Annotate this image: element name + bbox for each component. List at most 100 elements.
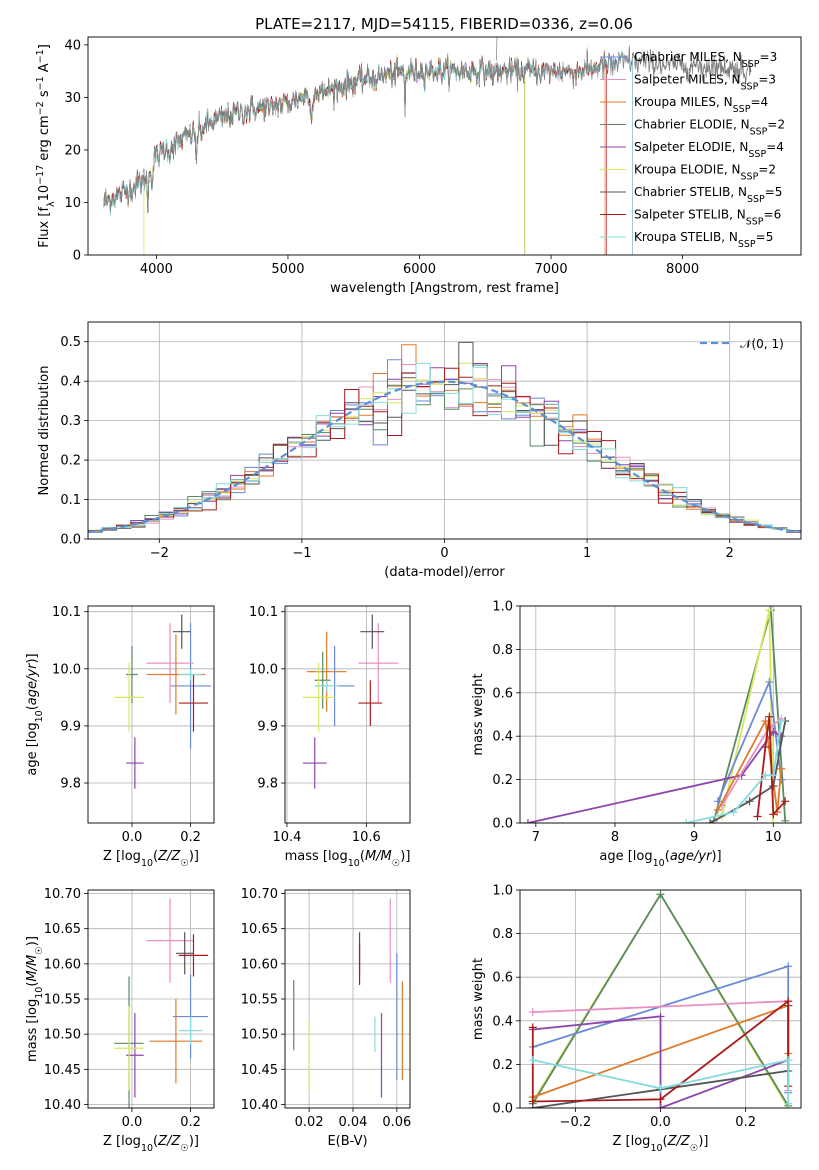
x-tick-label: 0.04 xyxy=(339,1115,368,1130)
y-tick-label: 10.40 xyxy=(241,1098,278,1113)
x-axis-label: age [log10(age/yr)] xyxy=(599,849,721,869)
x-tick-label: −2 xyxy=(150,546,169,561)
errorbar-point xyxy=(175,932,194,975)
y-tick-label: 10.65 xyxy=(241,922,278,937)
weight-marker xyxy=(765,677,774,686)
legend-label: Kroupa MILES, NSSP=4 xyxy=(634,95,768,115)
spectrum-model-line xyxy=(103,49,607,255)
y-axis-label: age [log10(age/yr)] xyxy=(25,653,45,775)
legend-label: 𝒩(0, 1) xyxy=(740,337,784,351)
spectrum-legend: Chabrier MILES, NSSP=3 Salpeter MILES, NS… xyxy=(600,50,785,250)
weight-marker xyxy=(745,797,754,806)
y-tick-label: 0.0 xyxy=(492,1102,513,1117)
residuals-plot-area xyxy=(88,341,801,539)
weight-marker xyxy=(769,771,778,780)
spectrum-model-line xyxy=(103,47,633,255)
y-tick-label: 40 xyxy=(64,38,81,53)
legend-label: Chabrier MILES, NSSP=3 xyxy=(634,50,777,70)
errorbar-point xyxy=(126,737,144,789)
y-tick-label: 0 xyxy=(73,249,81,264)
x-axis-label: E(B-V) xyxy=(327,1134,367,1149)
x-tick-label: 0.02 xyxy=(295,1115,324,1130)
errorbar-point xyxy=(149,999,203,1084)
y-tick-label: 10.0 xyxy=(52,662,81,677)
residual-histogram xyxy=(88,362,801,539)
errorbar-point xyxy=(302,663,335,732)
y-tick-label: 0.1 xyxy=(60,493,81,508)
weight_vs_age-axes: 7 8 9 10 0.0 0.2 0.4 0.6 0.8 1.0 age [log10(age/yr… xyxy=(471,600,802,869)
weight-marker xyxy=(784,1099,793,1108)
y-tick-label: 0.2 xyxy=(60,454,81,469)
mass_vs_ebv-axes: 0.02 0.04 0.06 10.40 10.45 10.50 10.55 10.60 10.… xyxy=(241,887,412,1149)
weight-marker xyxy=(523,819,532,823)
age_vs_Z-axes: 0.0 0.2 9.8 9.9 10.0 10.1 Z [log10(Z/Z☉)] age [… xyxy=(25,605,215,869)
weight-line xyxy=(532,1015,789,1108)
spectrum-model-line xyxy=(103,50,633,255)
y-axis-label: mass [log10(M/M☉)] xyxy=(25,936,45,1062)
legend-label: Kroupa STELIB, NSSP=5 xyxy=(634,230,773,250)
weight-marker xyxy=(682,819,691,823)
y-tick-label: 9.9 xyxy=(257,719,278,734)
weight-marker xyxy=(528,1023,537,1032)
errorbar-point xyxy=(146,623,194,704)
x-tick-label: 0.2 xyxy=(180,1115,201,1130)
errorbar-point xyxy=(178,668,203,681)
x-tick-label: 0.0 xyxy=(122,830,143,845)
weight-marker xyxy=(784,997,793,1006)
mass_vs_Z-plot-area xyxy=(114,898,209,1108)
y-axis-label: mass weight xyxy=(471,958,486,1040)
y-tick-label: 0.4 xyxy=(492,730,513,745)
y-axis-label: Flux [fλ10−17 erg cm−2 s−1 A−1] xyxy=(35,44,57,248)
y-tick-label: 10.50 xyxy=(241,1028,278,1043)
weight-marker xyxy=(656,1084,665,1093)
errorbar-point xyxy=(170,623,212,749)
weight_vs_Z-axes: −0.2 0.0 0.2 0.0 0.2 0.4 0.6 0.8 1.0 Z [log10(Z/Z… xyxy=(471,884,802,1154)
errorbar-point xyxy=(178,934,209,977)
y-tick-label: 0.6 xyxy=(492,686,513,701)
residuals-axes: −2 −1 0 1 2 0.0 0.1 0.2 0.3 0.4 0.5 (data-model)/er… xyxy=(37,321,802,580)
y-tick-label: 0.2 xyxy=(492,1058,513,1073)
legend-label: Salpeter ELODIE, NSSP=4 xyxy=(634,140,784,160)
x-tick-label: 4000 xyxy=(140,262,173,277)
x-tick-label: 10.6 xyxy=(352,830,381,845)
errorbar-point xyxy=(172,614,191,649)
legend-label: Salpeter STELIB, NSSP=6 xyxy=(634,208,781,228)
weight-marker xyxy=(713,805,722,814)
y-tick-label: 0.3 xyxy=(60,414,81,429)
residual-histogram xyxy=(88,367,801,539)
weight-marker xyxy=(656,1095,665,1104)
x-tick-label: −0.2 xyxy=(560,1115,592,1130)
y-tick-label: 9.8 xyxy=(60,777,81,792)
y-tick-label: 10.65 xyxy=(44,922,81,937)
errorbar-point xyxy=(114,1006,144,1091)
y-tick-label: 9.9 xyxy=(60,719,81,734)
y-tick-label: 10.70 xyxy=(241,887,278,902)
x-axis-label: Z [log10(Z/Z☉)] xyxy=(103,849,199,869)
weight-marker xyxy=(656,1104,665,1108)
weight-marker xyxy=(777,764,786,773)
weight-marker xyxy=(784,1056,793,1065)
legend-label: Chabrier ELODIE, NSSP=2 xyxy=(634,118,785,138)
weight-marker xyxy=(528,1097,537,1106)
x-axis-label: (data-model)/error xyxy=(384,565,505,580)
weight-marker xyxy=(781,816,790,823)
legend-label: Chabrier STELIB, NSSP=5 xyxy=(634,185,782,205)
x-tick-label: 8 xyxy=(611,830,619,845)
weight-marker xyxy=(713,797,722,806)
y-tick-label: 0.8 xyxy=(492,643,513,658)
x-axis-label: wavelength [Angstrom, rest frame] xyxy=(330,281,559,296)
errorbar-point xyxy=(114,663,144,732)
y-tick-label: 0.8 xyxy=(492,927,513,942)
weight-line xyxy=(527,730,782,823)
y-tick-label: 10.1 xyxy=(52,605,81,620)
emission-line xyxy=(496,37,498,61)
x-axis-label: mass [log10(M/M☉)] xyxy=(285,849,411,869)
y-tick-label: 0.5 xyxy=(60,335,81,350)
x-axis-label: Z [log10(Z/Z☉)] xyxy=(613,1134,709,1154)
weight-marker xyxy=(765,606,774,615)
weight-marker xyxy=(528,1056,537,1065)
errorbar-point xyxy=(306,631,347,712)
y-tick-label: 9.8 xyxy=(257,777,278,792)
mass_vs_Z-frame xyxy=(87,889,215,1109)
